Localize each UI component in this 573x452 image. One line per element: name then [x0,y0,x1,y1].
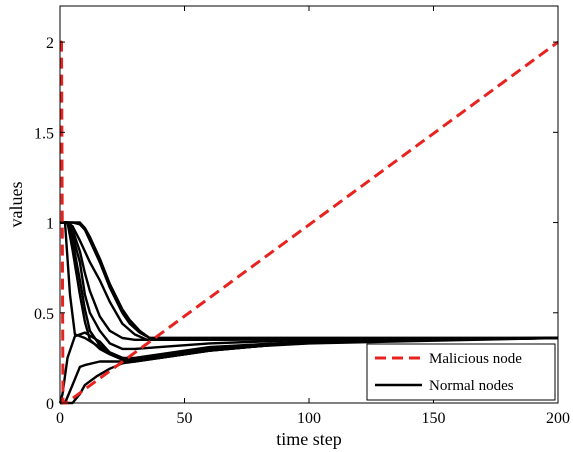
series-normal-node-1 [60,221,558,340]
legend: Malicious node Normal nodes [366,343,556,401]
series-normal-node-3 [60,221,559,341]
legend-label-normal: Normal nodes [429,378,514,394]
y-axis-label: values [6,182,26,228]
x-tick-label: 150 [422,410,446,427]
x-tick-label: 0 [56,410,64,427]
y-tick-label: 2 [46,35,54,52]
series-normal-node-4 [60,221,559,341]
x-tick-label: 200 [546,410,570,427]
legend-label-malicious: Malicious node [429,351,522,367]
series-normal-node-5 [60,221,559,351]
ticks-layer: 0 50 100 150 200 0 0.5 1 1.5 2 [34,6,570,427]
x-axis-label: time step [276,429,342,449]
y-tick-label: 0 [46,396,54,413]
legend-box [366,343,556,401]
y-tick-label: 0.5 [34,306,54,323]
y-tick-label: 1.5 [34,125,54,142]
y-tick-label: 1 [46,216,54,233]
x-tick-label: 100 [297,410,321,427]
x-tick-label: 50 [177,410,193,427]
series-normal-node-2 [60,221,558,340]
